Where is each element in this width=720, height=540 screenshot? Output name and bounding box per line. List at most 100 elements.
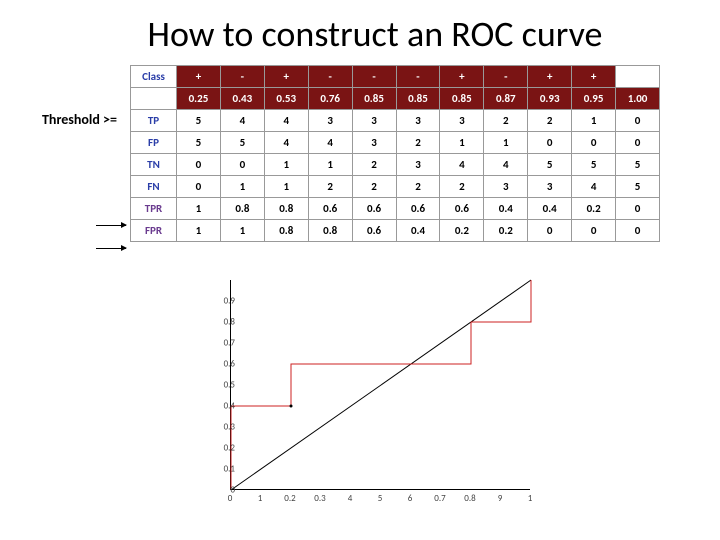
row-label: FPR (131, 220, 177, 242)
table-cell: + (177, 66, 221, 88)
table-cell: 4 (264, 110, 308, 132)
table-cell: 0.8 (308, 220, 352, 242)
table-cell: 2 (396, 132, 440, 154)
table-cell: 1 (220, 220, 264, 242)
table-cell: 0.43 (220, 88, 264, 110)
ytick-label: 0.3 (224, 422, 235, 433)
table-cell (616, 66, 660, 88)
table-cell: 0.85 (396, 88, 440, 110)
table-cell: 5 (177, 110, 221, 132)
table-cell: 1 (308, 154, 352, 176)
xtick-label: 0.3 (314, 493, 325, 504)
table-cell: 5 (177, 132, 221, 154)
table-cell: 0.8 (264, 220, 308, 242)
table-cell: 2 (440, 176, 484, 198)
table-cell: 1 (484, 132, 528, 154)
table-cell: 0.6 (352, 198, 396, 220)
table-cell: 3 (528, 176, 572, 198)
table-cell: 4 (264, 132, 308, 154)
table-cell: - (396, 66, 440, 88)
diagonal-line (231, 280, 531, 490)
table-cell: 0.95 (572, 88, 616, 110)
table-cell: 3 (396, 110, 440, 132)
table-cell: 3 (396, 154, 440, 176)
row-label: FN (131, 176, 177, 198)
table-cell: 2 (352, 176, 396, 198)
table-cell: 3 (484, 176, 528, 198)
table-cell: + (572, 66, 616, 88)
table-cell: 0 (528, 220, 572, 242)
threshold-label: Threshold >= (42, 111, 117, 128)
xtick-label: 0 (228, 493, 233, 504)
table-cell: 1 (264, 154, 308, 176)
table-cell: 1 (177, 198, 221, 220)
table-cell: 0.2 (484, 220, 528, 242)
table-cell: 0.4 (484, 198, 528, 220)
roc-chart: 00.10.20.30.40.50.60.70.80.9 010.20.3456… (190, 280, 540, 520)
xtick-label: 0.7 (434, 493, 445, 504)
table-cell: 1.00 (616, 88, 660, 110)
xtick-label: 5 (378, 493, 383, 504)
table-cell: 1 (440, 132, 484, 154)
table-cell: 5 (528, 154, 572, 176)
ytick-label: 0.5 (224, 380, 235, 391)
row-label (131, 88, 177, 110)
table-cell: 4 (440, 154, 484, 176)
table-cell: 3 (352, 132, 396, 154)
row-label: TP (131, 110, 177, 132)
table-cell: 0.8 (264, 198, 308, 220)
row-label: Class (131, 66, 177, 88)
row-label: TN (131, 154, 177, 176)
table-cell: 0.8 (220, 198, 264, 220)
table-cell: 0 (616, 132, 660, 154)
table-cell: 3 (352, 110, 396, 132)
xtick-label: 0.8 (464, 493, 475, 504)
table-cell: 0.6 (396, 198, 440, 220)
table-cell: 3 (308, 110, 352, 132)
table-cell: - (308, 66, 352, 88)
table-cell: 5 (616, 154, 660, 176)
table-cell: 0.85 (352, 88, 396, 110)
table-cell: - (352, 66, 396, 88)
table-cell: 0 (616, 110, 660, 132)
table-cell: 1 (264, 176, 308, 198)
ytick-label: 0.6 (224, 359, 235, 370)
xtick-label: 1 (528, 493, 533, 504)
table-cell: 1 (177, 220, 221, 242)
table-cell: 0 (220, 154, 264, 176)
xtick-label: 6 (408, 493, 413, 504)
table-cell: 2 (352, 154, 396, 176)
table-cell: 0.76 (308, 88, 352, 110)
marker-dot (290, 405, 293, 408)
table-cell: 2 (396, 176, 440, 198)
table-cell: 0.6 (440, 198, 484, 220)
xtick-label: 9 (498, 493, 503, 504)
table-cell: + (528, 66, 572, 88)
table-cell: + (264, 66, 308, 88)
table-cell: 0.25 (177, 88, 221, 110)
table-cell: 4 (220, 110, 264, 132)
xtick-label: 0.2 (284, 493, 295, 504)
table-cell: 0 (572, 132, 616, 154)
table-cell: 0.93 (528, 88, 572, 110)
arrow-fpr (96, 248, 126, 249)
table-cell: 2 (528, 110, 572, 132)
table-cell: 0 (528, 132, 572, 154)
slide-title: How to construct an ROC curve (70, 12, 680, 56)
ytick-label: 0.7 (224, 338, 235, 349)
table-cell: 0.2 (572, 198, 616, 220)
table-cell: 1 (220, 176, 264, 198)
table-cell: 0.87 (484, 88, 528, 110)
roc-table: Class+-+---+-++0.250.430.530.760.850.850… (130, 65, 660, 242)
table-cell: 0.85 (440, 88, 484, 110)
ytick-label: 0.4 (224, 401, 235, 412)
table-cell: 0 (177, 154, 221, 176)
arrow-tpr (96, 225, 126, 226)
table-cell: 2 (484, 110, 528, 132)
table-cell: 4 (484, 154, 528, 176)
plot-area (230, 280, 530, 490)
xtick-label: 4 (348, 493, 353, 504)
table-cell: 0.4 (396, 220, 440, 242)
table-cell: 0 (616, 198, 660, 220)
table-cell: 0.6 (352, 220, 396, 242)
